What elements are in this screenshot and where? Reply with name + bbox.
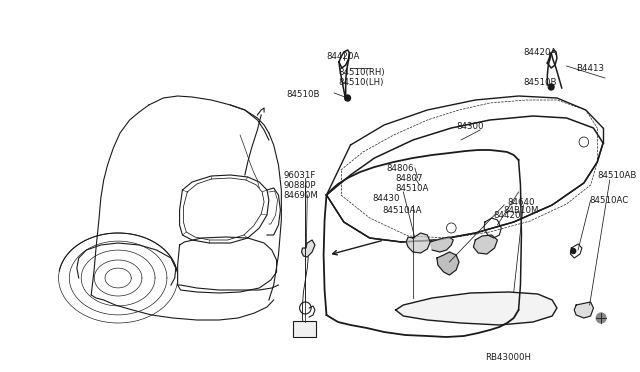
Circle shape bbox=[345, 95, 351, 101]
Polygon shape bbox=[574, 302, 593, 318]
Text: 84300: 84300 bbox=[456, 122, 484, 131]
Circle shape bbox=[548, 84, 554, 90]
Polygon shape bbox=[474, 235, 497, 254]
Text: 96031F: 96031F bbox=[284, 170, 316, 180]
FancyBboxPatch shape bbox=[293, 321, 316, 337]
Text: 84510AA: 84510AA bbox=[382, 205, 422, 215]
Text: 84420A: 84420A bbox=[326, 51, 360, 61]
Polygon shape bbox=[437, 252, 459, 275]
Text: 84510AC: 84510AC bbox=[589, 196, 629, 205]
Text: 84640: 84640 bbox=[507, 198, 534, 206]
Text: 84806: 84806 bbox=[386, 164, 413, 173]
Text: 84510B: 84510B bbox=[286, 90, 319, 99]
Text: RB43000H: RB43000H bbox=[485, 353, 531, 362]
Text: 90880P: 90880P bbox=[284, 180, 316, 189]
Text: B4413: B4413 bbox=[576, 64, 604, 73]
Text: 84807: 84807 bbox=[396, 173, 423, 183]
Text: 84B10M: 84B10M bbox=[503, 205, 539, 215]
Polygon shape bbox=[430, 237, 453, 252]
Text: 84690M: 84690M bbox=[284, 190, 318, 199]
Text: 84510B: 84510B bbox=[524, 77, 557, 87]
Text: 84420: 84420 bbox=[493, 211, 521, 219]
Text: 84420A: 84420A bbox=[524, 48, 557, 57]
Text: 84510AB: 84510AB bbox=[597, 170, 637, 180]
Text: 84430: 84430 bbox=[372, 193, 400, 202]
Polygon shape bbox=[301, 240, 315, 257]
Text: 84510(LH): 84510(LH) bbox=[338, 77, 383, 87]
Text: 84510A: 84510A bbox=[396, 183, 429, 192]
Circle shape bbox=[596, 313, 606, 323]
Text: 84510(RH): 84510(RH) bbox=[338, 67, 385, 77]
Polygon shape bbox=[406, 233, 430, 253]
Circle shape bbox=[571, 248, 576, 253]
Polygon shape bbox=[396, 292, 557, 325]
